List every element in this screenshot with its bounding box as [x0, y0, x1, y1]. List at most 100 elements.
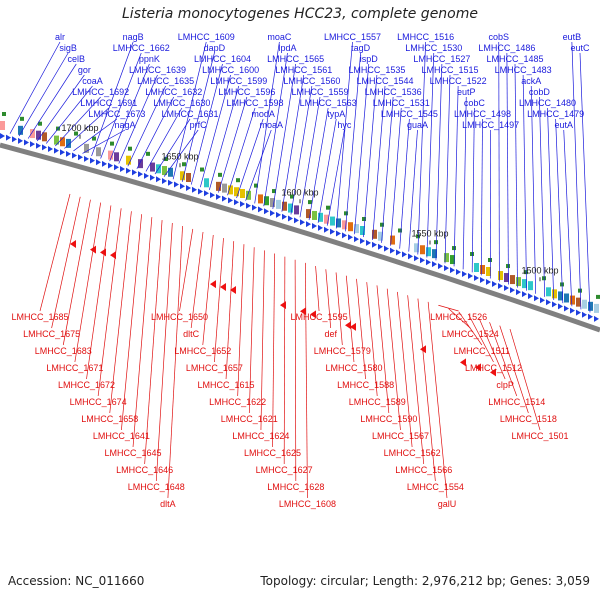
forward-gene-label: LMHCC_1630	[153, 98, 210, 108]
forward-gene-label: LMHCC_1559	[291, 87, 348, 97]
forward-gene-label: tagD	[351, 43, 371, 53]
forward-cds-arrow	[540, 297, 545, 304]
cog-band	[0, 121, 5, 130]
forward-cds-arrow	[456, 269, 461, 276]
forward-gene-label: LMHCC_1522	[430, 76, 487, 86]
reverse-gene-label: LMHCC_1567	[372, 431, 429, 441]
forward-cds-arrow	[54, 147, 59, 154]
forward-cds-arrow	[564, 305, 569, 312]
rna-marker	[110, 141, 114, 146]
forward-cds-arrow	[450, 267, 455, 274]
forward-cds-arrow	[306, 221, 311, 228]
reverse-leader-line	[345, 275, 355, 363]
reverse-leader-line	[376, 285, 390, 414]
reverse-gene-label: def	[324, 329, 337, 339]
forward-leader-line	[444, 74, 451, 264]
reverse-leader-line	[315, 266, 320, 312]
forward-leader-line	[317, 118, 337, 223]
forward-cds-arrow	[108, 162, 113, 169]
reverse-leader-line	[167, 225, 183, 499]
forward-gene-label: LMHCC_1545	[381, 109, 438, 119]
forward-cds-arrow	[258, 206, 263, 213]
reverse-cds-arrow	[310, 310, 316, 319]
reverse-cds-arrow	[70, 240, 76, 249]
reverse-leader-line	[260, 250, 265, 431]
reverse-gene-label: LMHCC_1512	[465, 363, 522, 373]
reverse-leader-line	[97, 208, 122, 397]
forward-cds-arrow	[468, 273, 473, 280]
forward-leader-line	[471, 107, 475, 273]
forward-cds-arrow	[162, 178, 167, 185]
forward-cds-arrow	[138, 171, 143, 178]
forward-cds-arrow	[378, 243, 383, 250]
rna-marker	[254, 183, 258, 188]
forward-cds-arrow	[330, 228, 335, 235]
cog-band	[150, 162, 155, 172]
cog-band	[552, 289, 557, 299]
forward-cds-arrow	[12, 136, 17, 143]
forward-gene-label: LMHCC_1516	[397, 32, 454, 42]
cog-band	[444, 253, 449, 263]
forward-cds-arrow	[36, 142, 41, 149]
reverse-gene-label: LMHCC_1658	[81, 414, 138, 424]
forward-cds-arrow	[132, 169, 137, 176]
forward-gene-label: LMHCC_1609	[178, 32, 235, 42]
reverse-gene-label: LMHCC_1625	[244, 448, 301, 458]
reverse-gene-label: LMHCC_1562	[384, 448, 441, 458]
reverse-leader-line	[109, 211, 132, 414]
rna-marker	[128, 146, 132, 151]
forward-gene-label: eutB	[563, 32, 582, 42]
forward-leader-line	[91, 41, 134, 157]
forward-cds-arrow	[384, 245, 389, 252]
forward-leader-line	[530, 85, 536, 294]
reverse-leader-line	[397, 291, 413, 448]
forward-cds-arrow	[192, 186, 197, 193]
cog-band	[390, 235, 395, 245]
reverse-gene-label: LMHCC_1675	[23, 329, 80, 339]
cog-band	[276, 199, 281, 209]
reverse-gene-label: LMHCC_1590	[360, 414, 417, 424]
cog-band	[576, 297, 581, 307]
reverse-leader-line	[51, 196, 81, 329]
reverse-leader-line	[237, 244, 245, 397]
reverse-leader-line	[272, 253, 276, 448]
forward-cds-arrow	[66, 150, 71, 157]
reverse-gene-label: LMHCC_1648	[128, 482, 185, 492]
forward-gene-label: alr	[55, 32, 65, 42]
forward-leader-line	[218, 96, 248, 193]
reverse-gene-label: LMHCC_1621	[221, 414, 278, 424]
forward-cds-arrow	[24, 139, 29, 146]
forward-cds-arrow	[528, 293, 533, 300]
forward-gene-label: moaA	[259, 120, 283, 130]
forward-gene-label: hyc	[337, 120, 352, 130]
forward-leader-line	[64, 107, 109, 149]
forward-cds-arrow	[486, 279, 491, 286]
cog-band	[318, 212, 323, 222]
forward-leader-line	[136, 96, 175, 169]
forward-cds-arrow	[414, 255, 419, 262]
forward-leader-line	[372, 85, 386, 240]
forward-cds-arrow	[228, 197, 233, 204]
forward-leader-line	[547, 107, 555, 300]
cog-band	[558, 291, 563, 301]
rna-marker	[74, 131, 78, 136]
reverse-leader-line	[86, 205, 112, 380]
reverse-leader-line	[155, 222, 173, 482]
cog-band	[594, 303, 599, 313]
forward-leader-line	[263, 52, 288, 207]
forward-cds-arrow	[582, 311, 587, 318]
forward-cds-arrow	[282, 213, 287, 220]
reverse-gene-label: LMHCC_1672	[58, 380, 115, 390]
reverse-leader-line	[468, 315, 494, 363]
cog-band	[138, 159, 143, 169]
cog-band	[18, 125, 23, 135]
forward-leader-line	[227, 107, 256, 196]
forward-gene-label: LMHCC_1486	[478, 43, 535, 53]
rna-marker	[272, 189, 276, 194]
scale-tick-label: 1500 kbp	[521, 265, 558, 275]
forward-cds-arrow	[552, 301, 557, 308]
cog-band	[84, 143, 89, 153]
reverse-cds-arrow	[490, 368, 496, 377]
forward-cds-arrow	[588, 313, 593, 320]
rna-marker	[92, 136, 96, 141]
